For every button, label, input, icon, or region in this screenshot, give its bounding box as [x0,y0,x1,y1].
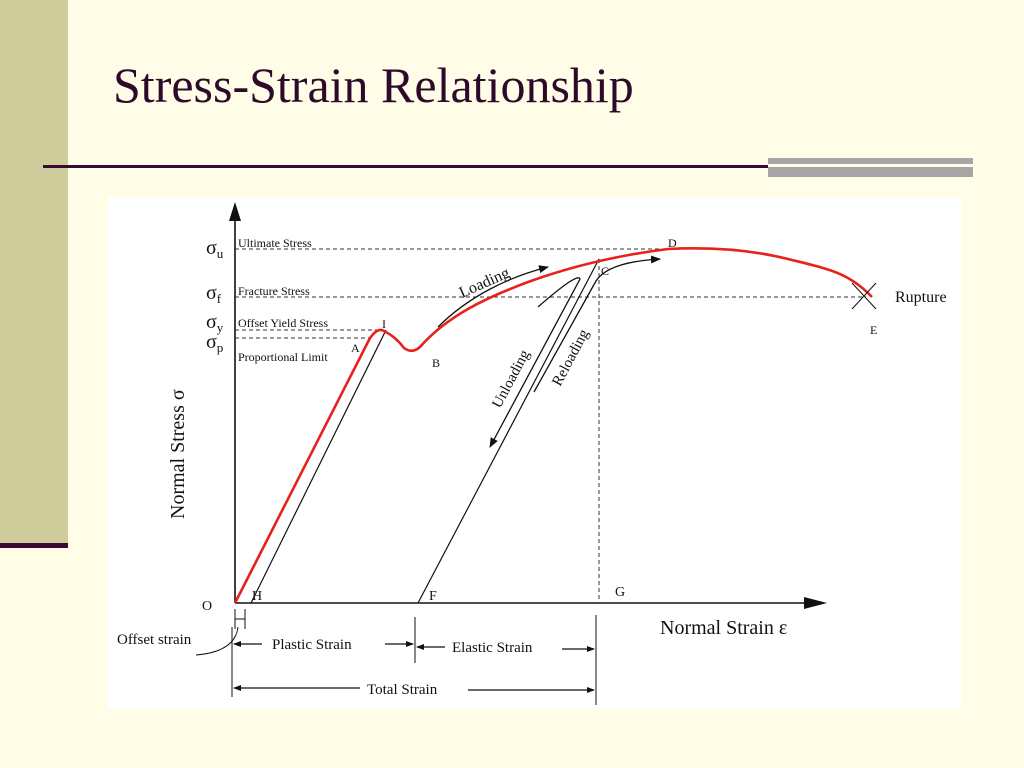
offset-line [250,329,387,604]
point-i-label: I [382,317,386,331]
point-e-label: E [870,323,877,337]
point-o-label: O [202,599,212,614]
title-underline [43,165,770,168]
y-axis-arrowhead [229,202,241,221]
left-accent-band [0,0,68,548]
offset-strain-label: Offset strain [117,632,192,648]
point-c-label: C [601,264,609,278]
reloading-label: Reloading [549,326,592,388]
total-strain-label: Total Strain [367,682,438,698]
x-axis-label: Normal Strain ε [660,617,787,639]
loading-label: Loading [457,264,513,301]
point-f-label: F [429,589,437,604]
point-g-label: G [615,585,625,600]
left-band-rule [0,543,68,548]
elastic-strain-label: Elastic Strain [452,640,533,656]
y-axis-label: Normal Stress σ [167,389,189,519]
rupture-label: Rupture [895,289,947,306]
fracture-stress-label: Fracture Stress [238,284,310,298]
offset-strain-leader [195,626,239,656]
offset-yield-stress-label: Offset Yield Stress [238,316,328,330]
diagram-svg: Normal Stress σ σu σf σy σp Ultimate Str… [117,202,947,705]
proportional-limit-label: Proportional Limit [238,350,328,364]
loading-arrow [437,265,549,328]
plastic-strain-label: Plastic Strain [272,637,352,653]
unloading-arrow [489,277,581,448]
sigma-f-label: σf [206,282,222,306]
title-decorative-bar [768,158,973,177]
sigma-p-label: σp [206,331,223,355]
reloading-arrow [533,255,661,393]
slide-title: Stress-Strain Relationship [113,57,634,113]
stress-strain-diagram: Normal Stress σ σu σf σy σp Ultimate Str… [108,197,961,709]
point-b-label: B [432,356,440,370]
stress-strain-curve [233,247,873,604]
x-axis-arrowhead [804,597,827,609]
ultimate-stress-label: Ultimate Stress [238,236,312,250]
sigma-y-label: σy [206,311,224,335]
point-h-label: H [252,589,262,604]
rupture-mark-2 [851,282,877,310]
point-d-label: D [668,236,677,250]
sigma-u-label: σu [206,237,224,261]
unloading-line [417,258,600,604]
point-a-label: A [351,341,360,355]
